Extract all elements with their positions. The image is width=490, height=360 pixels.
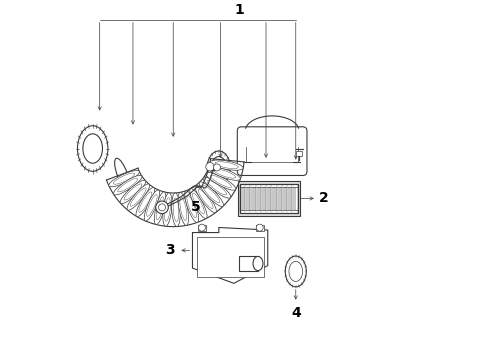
- Ellipse shape: [199, 182, 223, 207]
- Ellipse shape: [144, 190, 160, 221]
- Bar: [239, 256, 258, 271]
- Ellipse shape: [185, 191, 198, 222]
- Ellipse shape: [127, 184, 149, 210]
- Ellipse shape: [195, 185, 217, 213]
- Ellipse shape: [198, 224, 205, 231]
- Bar: [196, 237, 264, 277]
- Bar: [198, 225, 206, 231]
- Text: 5: 5: [191, 201, 200, 214]
- Ellipse shape: [209, 167, 241, 180]
- Ellipse shape: [285, 256, 306, 287]
- Ellipse shape: [120, 180, 146, 204]
- Ellipse shape: [156, 201, 169, 213]
- Bar: [296, 151, 302, 156]
- Ellipse shape: [154, 192, 166, 225]
- Ellipse shape: [83, 134, 102, 163]
- Bar: [240, 184, 297, 213]
- Text: 2: 2: [319, 192, 329, 206]
- Bar: [255, 225, 264, 231]
- Bar: [240, 184, 297, 213]
- Ellipse shape: [190, 189, 207, 219]
- Ellipse shape: [289, 261, 303, 282]
- Ellipse shape: [109, 171, 140, 187]
- Ellipse shape: [178, 192, 189, 225]
- Ellipse shape: [203, 177, 231, 198]
- Ellipse shape: [115, 158, 130, 190]
- Ellipse shape: [211, 157, 226, 179]
- Ellipse shape: [256, 224, 263, 231]
- Ellipse shape: [206, 162, 214, 171]
- Ellipse shape: [172, 193, 180, 226]
- Polygon shape: [193, 228, 268, 283]
- FancyBboxPatch shape: [237, 127, 307, 175]
- Ellipse shape: [158, 204, 166, 211]
- Text: 4: 4: [291, 306, 301, 320]
- Text: 3: 3: [165, 243, 175, 257]
- Ellipse shape: [210, 160, 243, 170]
- Ellipse shape: [214, 164, 220, 171]
- Text: 1: 1: [235, 3, 245, 17]
- Ellipse shape: [207, 151, 230, 185]
- Bar: [241, 187, 296, 210]
- Ellipse shape: [206, 172, 236, 190]
- Ellipse shape: [253, 256, 263, 271]
- Ellipse shape: [77, 126, 108, 171]
- Ellipse shape: [163, 193, 172, 226]
- Bar: [238, 181, 299, 216]
- Ellipse shape: [114, 175, 142, 195]
- Ellipse shape: [136, 188, 155, 217]
